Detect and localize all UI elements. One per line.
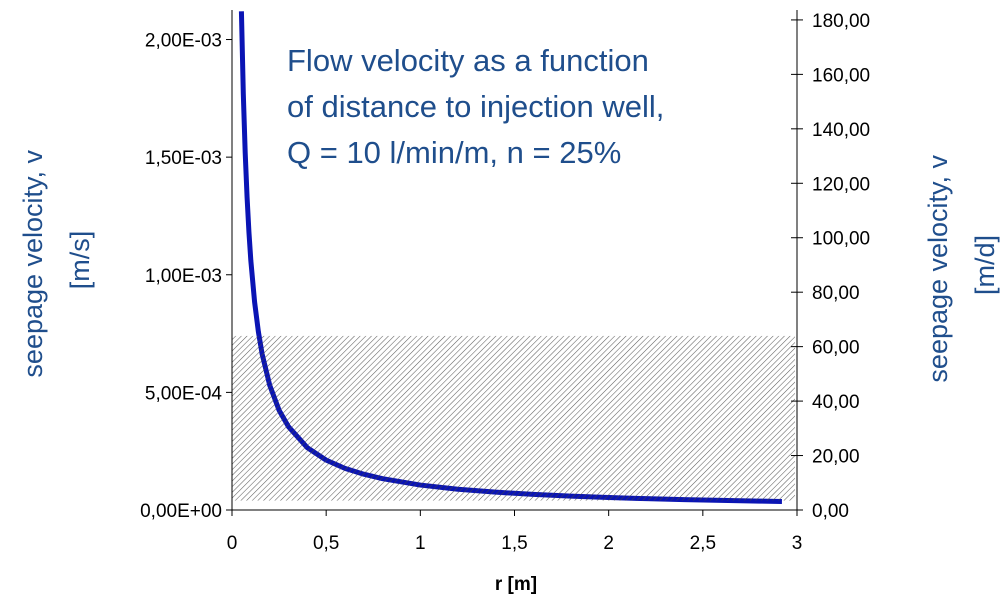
y-left-tick-label: 5,00E-04 [145, 383, 223, 404]
x-tick-label: 0 [227, 533, 238, 554]
y-axis-right-title-line-2: [m/d] [970, 235, 1000, 295]
y-right-ticks: 0,00 20,00 40,00 60,00 80,00 100,00 120,00 140,… [791, 11, 870, 522]
chart-title: Flow velocity as a function of distance … [287, 43, 673, 170]
y-left-tick-label: 2,00E-03 [145, 31, 222, 52]
y-right-tick-label: 60,00 [812, 338, 860, 359]
chart-title-line-2: of distance to injection well, [287, 89, 664, 124]
y-left-ticks: 0,00E+00 5,00E-04 1,00E-03 1,50E-03 2,00E-03 [140, 31, 232, 522]
y-axis-left-title-line-1: seepage velocity, v [18, 149, 48, 377]
y-right-tick-label: 20,00 [812, 447, 860, 468]
chart-title-line-3: Q = 10 l/min/m, n = 25% [287, 135, 621, 170]
x-tick-label: 2 [603, 533, 614, 554]
y-axis-right-title: seepage velocity, v [m/d] [923, 147, 1000, 382]
y-right-tick-label: 100,00 [812, 229, 870, 250]
y-right-tick-label: 0,00 [812, 501, 849, 522]
y-axis-right-title-line-1: seepage velocity, v [923, 154, 953, 382]
chart-title-line-1: Flow velocity as a function [287, 43, 649, 78]
x-ticks: 0 0,5 1 1,5 2 2,5 3 [227, 510, 803, 554]
x-tick-label: 2,5 [690, 533, 716, 554]
y-right-tick-label: 160,00 [812, 65, 870, 86]
x-axis-title: r [m] [495, 574, 537, 595]
y-axis-left-title-line-2: [m/s] [65, 231, 95, 290]
x-tick-label: 0,5 [313, 533, 339, 554]
x-tick-label: 1,5 [501, 533, 527, 554]
y-left-tick-label: 1,00E-03 [145, 266, 222, 287]
y-left-tick-label: 0,00E+00 [140, 501, 222, 522]
x-tick-label: 3 [792, 533, 803, 554]
y-right-tick-label: 140,00 [812, 120, 870, 141]
y-right-tick-label: 180,00 [812, 11, 870, 32]
shaded-region [232, 335, 795, 501]
y-right-tick-label: 80,00 [812, 283, 860, 304]
y-left-tick-label: 1,50E-03 [145, 148, 222, 169]
y-right-tick-label: 40,00 [812, 392, 860, 413]
x-tick-label: 1 [415, 533, 426, 554]
y-right-tick-label: 120,00 [812, 174, 870, 195]
y-axis-left-title: seepage velocity, v [m/s] [18, 142, 95, 377]
